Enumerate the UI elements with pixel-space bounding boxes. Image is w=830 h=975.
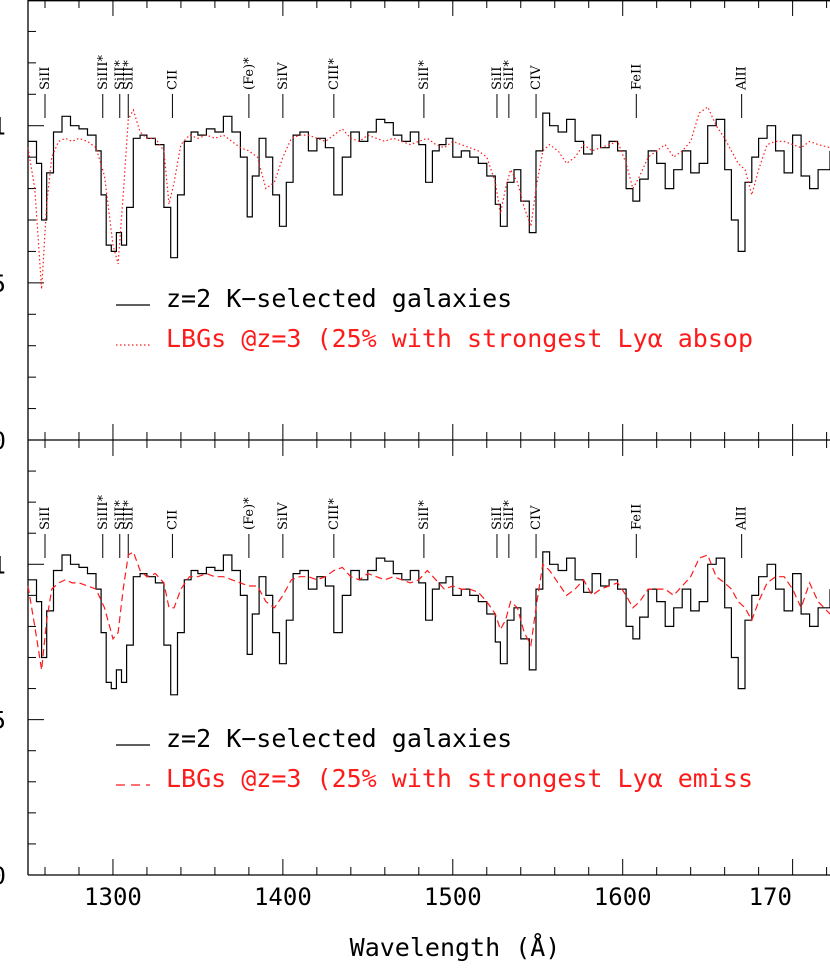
legend-label: LBGs @z=3 (25% with strongest Lyα emiss — [166, 764, 753, 793]
x-tick-label: 170 — [749, 883, 792, 911]
y-tick-label: 1 — [0, 551, 6, 579]
line-marker-label: AlII — [735, 506, 750, 531]
line-marker-label: FeII — [629, 64, 644, 90]
line-marker-label: SiII* — [113, 60, 128, 90]
tick-labels: 1 5 0 1 5 0 1300 1400 1500 1600 170 — [0, 113, 792, 911]
series-line-lbg — [27, 551, 830, 670]
legend-label: z=2 K−selected galaxies — [166, 724, 512, 753]
x-tick-label: 1500 — [424, 883, 482, 911]
line-marker-label: SiII* — [113, 500, 128, 530]
line-marker-label: CII — [165, 70, 180, 90]
line-marker-label: SiII* — [417, 60, 432, 90]
line-marker-label: CIV — [529, 65, 544, 90]
series-line-k-selected — [28, 551, 830, 696]
y-tick-label: 0 — [0, 427, 6, 455]
line-marker-label: (Fe)* — [242, 57, 257, 90]
line-marker-label: (Fe)* — [242, 497, 257, 530]
line-marker-label: SiII — [38, 67, 53, 90]
line-marker-label: AlII — [735, 66, 750, 91]
line-marker-label: SiII* — [121, 60, 136, 90]
line-marker-label: CIII* — [327, 58, 342, 90]
series-line-lbg — [27, 105, 830, 290]
legend-label: z=2 K−selected galaxies — [166, 284, 512, 313]
line-marker-label: CIII* — [327, 498, 342, 530]
axis-ticks — [28, 0, 828, 876]
legends: z=2 K−selected galaxies LBGs @z=3 (25% wi… — [116, 284, 753, 793]
line-marker-label: SiIII* — [96, 55, 111, 90]
x-tick-label: 1300 — [84, 883, 142, 911]
series-line-k-selected — [28, 112, 830, 259]
series-lines — [27, 105, 830, 696]
line-marker-label: SiIV — [276, 62, 291, 90]
x-tick-label: 1600 — [594, 883, 652, 911]
line-marker-label: SiII — [38, 507, 53, 530]
y-tick-label: 0 — [0, 862, 6, 890]
plot-frames — [27, 0, 830, 876]
y-tick-label: 5 — [0, 270, 6, 298]
line-marker-label: CII — [165, 510, 180, 530]
legend-label: LBGs @z=3 (25% with strongest Lyα absop — [166, 324, 753, 353]
line-marker-label: SiIV — [276, 502, 291, 530]
line-marker-label: SiII* — [121, 500, 136, 530]
line-marker-label: SiII* — [502, 500, 517, 530]
spectral-line-markers: SiII SiIII* SiII*SiII* CII (Fe)* SiIV CIII* SiI… — [38, 55, 750, 558]
x-tick-label: 1400 — [254, 883, 312, 911]
line-marker-label: SiIII* — [96, 495, 111, 530]
line-marker-label: CIV — [529, 505, 544, 530]
y-tick-label: 5 — [0, 707, 6, 735]
line-marker-label: SiII — [490, 67, 505, 90]
line-marker-label: FeII — [629, 504, 644, 530]
x-axis-title: Wavelength (Å) — [350, 933, 561, 962]
line-marker-label: SiII — [490, 507, 505, 530]
y-tick-label: 1 — [0, 113, 6, 141]
line-marker-label: SiII* — [417, 500, 432, 530]
line-marker-label: SiII* — [502, 60, 517, 90]
